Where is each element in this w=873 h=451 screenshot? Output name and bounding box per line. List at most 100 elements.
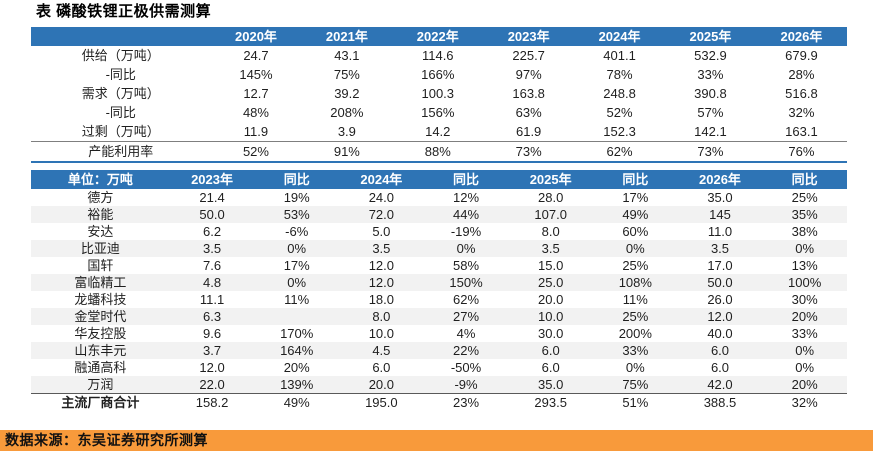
column-header: 同比 <box>423 170 509 189</box>
data-cell: 13% <box>791 258 818 273</box>
data-cell: 3.5 <box>710 241 730 256</box>
data-cell: 9.6 <box>203 326 222 341</box>
data-cell: 3.5 <box>372 241 391 256</box>
table-row: 华友控股 9.6 170% 10.0 4% 30.0 200% 40.0 33% <box>31 325 847 342</box>
data-cell: 30.0 <box>538 326 564 341</box>
row-label: 富临精工 <box>74 275 127 290</box>
table-row: 山东丰元 3.7 164% 4.5 22% 6.0 33% 6.0 0% <box>31 342 847 359</box>
data-cell: 0% <box>625 241 645 256</box>
data-cell: 6.3 <box>203 309 222 324</box>
corner-header: 单位：万吨 <box>31 170 170 189</box>
page-title: 表 磷酸铁锂正极供需测算 <box>36 3 212 20</box>
data-cell: 3.5 <box>541 241 560 256</box>
data-cell: 152.3 <box>603 124 636 139</box>
data-cell: 4.8 <box>203 275 222 290</box>
data-cell: 20% <box>283 360 310 375</box>
table-row: 龙蟠科技 11.1 11% 18.0 62% 20.0 11% 26.0 30% <box>31 291 847 308</box>
column-header: 2024年 <box>339 170 424 189</box>
column-header: 2026年 <box>677 170 763 189</box>
data-cell: 156% <box>421 105 455 120</box>
manufacturer-table-header: 单位：万吨 2023年 同比 2024年 同比 2025年 同比 2026年 同比 <box>31 170 847 189</box>
table-row: 德方 21.4 19% 24.0 12% 28.0 17% 35.0 25% <box>31 189 847 206</box>
data-cell: 33% <box>697 67 724 82</box>
data-cell: 28% <box>788 67 815 82</box>
data-cell: 60% <box>622 224 649 239</box>
data-cell: 17% <box>622 190 649 205</box>
data-cell: 6.2 <box>203 224 222 239</box>
data-cell: 3.9 <box>337 124 356 139</box>
data-cell: 58% <box>453 258 480 273</box>
data-cell: 163.8 <box>512 86 545 101</box>
data-cell: 43.1 <box>334 48 360 63</box>
data-cell: 33% <box>791 326 818 341</box>
row-label: 万润 <box>87 377 114 392</box>
row-label: 过剩（万吨） <box>81 124 160 139</box>
data-cell: 35.0 <box>707 190 733 205</box>
table-row: 主流厂商合计 158.2 49% 195.0 23% 293.5 51% 388.5 32% <box>31 393 847 411</box>
data-cell: 11% <box>284 292 310 307</box>
data-cell: 3.7 <box>203 343 222 358</box>
manufacturer-table-body: 德方 21.4 19% 24.0 12% 28.0 17% 35.0 25% 裕能 50.0 53% 7… <box>31 189 847 411</box>
table-row: 比亚迪 3.5 0% 3.5 0% 3.5 0% 3.5 0% <box>31 240 847 257</box>
data-cell: 200% <box>618 326 652 341</box>
data-cell: 145% <box>239 67 273 82</box>
supply-demand-table-body: 供给（万吨） 24.7 43.1 114.6 225.7 401.1 532.9 679.9 -… <box>31 46 847 163</box>
data-cell: 6.0 <box>541 343 560 358</box>
data-cell: 25.0 <box>538 275 564 290</box>
data-cell: 35.0 <box>538 377 564 392</box>
data-cell: 75% <box>622 377 649 392</box>
row-label: 产能利用率 <box>31 141 211 163</box>
data-cell: 100.3 <box>421 86 455 101</box>
data-cell: 0% <box>287 241 307 256</box>
row-label: -同比 <box>105 67 136 82</box>
data-cell: 28.0 <box>538 190 564 205</box>
column-header: 2026年 <box>755 27 847 46</box>
data-cell: 42.0 <box>707 377 733 392</box>
data-cell: 516.8 <box>785 86 818 101</box>
row-label: 国轩 <box>87 258 114 273</box>
column-header: 2025年 <box>508 170 593 189</box>
data-cell: 10.0 <box>538 309 564 324</box>
row-label: 融通高科 <box>74 360 127 375</box>
data-cell: 0% <box>456 241 476 256</box>
data-cell: 22% <box>453 343 480 358</box>
column-header: 同比 <box>254 170 340 189</box>
row-label: 比亚迪 <box>80 241 120 256</box>
data-cell: 21.4 <box>199 190 225 205</box>
data-cell: 22.0 <box>199 377 225 392</box>
data-cell: 145 <box>709 207 731 222</box>
data-cell: 11% <box>622 292 648 307</box>
data-cell: 3.5 <box>203 241 222 256</box>
table-row: 产能利用率 52% 91% 88% 73% 62% 73% 76% <box>31 141 847 163</box>
data-cell: 62% <box>453 292 480 307</box>
data-cell: 170% <box>280 326 314 341</box>
data-cell: 25% <box>622 309 649 324</box>
supply-demand-table: 2020年 2021年 2022年 2023年 2024年 2025年 2026年 供给（万… <box>31 27 847 163</box>
column-header: 2023年 <box>169 170 255 189</box>
row-label: 安达 <box>87 224 114 239</box>
data-cell: 17% <box>283 258 310 273</box>
data-cell: 0% <box>795 360 815 375</box>
data-cell: 20.0 <box>538 292 564 307</box>
data-cell: -50% <box>450 360 482 375</box>
row-label: 华友控股 <box>74 326 127 341</box>
data-source-label: 数据来源：东吴证券研究所测算 <box>5 432 208 448</box>
data-cell: 4% <box>456 326 476 341</box>
row-label: 德方 <box>87 190 114 205</box>
data-cell: 208% <box>330 105 364 120</box>
data-cell: 33% <box>622 343 649 358</box>
data-cell: 11.9 <box>243 124 269 139</box>
data-cell: 40.0 <box>707 326 733 341</box>
column-header: 2021年 <box>301 27 393 46</box>
data-cell: 52% <box>606 105 633 120</box>
manufacturer-table: 单位：万吨 2023年 同比 2024年 同比 2025年 同比 2026年 同比 德方 21.4… <box>31 170 847 411</box>
data-cell: 7.6 <box>203 258 222 273</box>
data-cell: 76% <box>755 141 847 163</box>
table-row: 富临精工 4.8 0% 12.0 150% 25.0 108% 50.0 100% <box>31 274 847 291</box>
column-header: 同比 <box>593 170 678 189</box>
column-header: 2024年 <box>574 27 665 46</box>
data-cell: 12.0 <box>199 360 225 375</box>
data-cell: 57% <box>697 105 724 120</box>
data-cell: 0% <box>795 343 815 358</box>
